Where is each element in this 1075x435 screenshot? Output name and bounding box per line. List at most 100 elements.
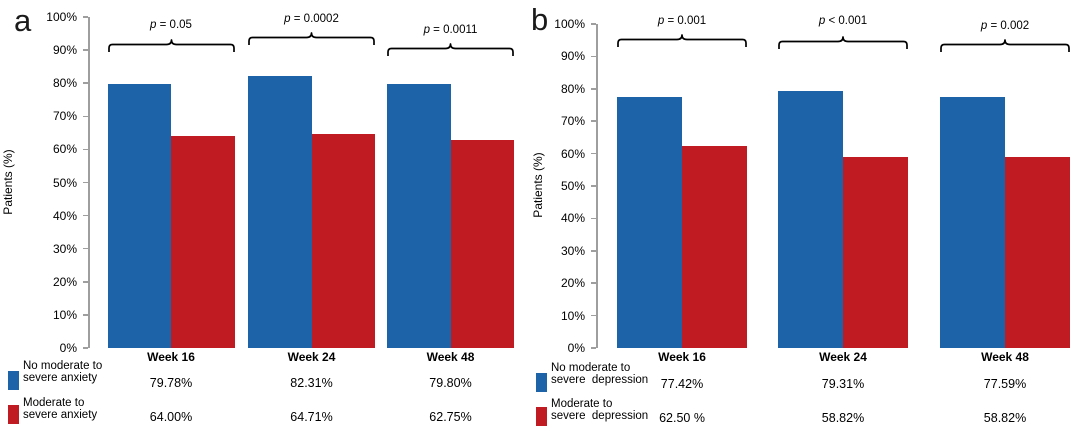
y-tick-mark — [83, 49, 88, 51]
y-tick-label: 10% — [560, 308, 585, 323]
y-tick-mark — [591, 88, 596, 90]
p-value-label: p = 0.05 — [150, 19, 192, 31]
y-tick-mark — [83, 82, 88, 84]
y-tick-mark — [83, 148, 88, 151]
y-tick-label: 100% — [554, 17, 585, 31]
y-tick-mark — [591, 152, 596, 155]
value-label-blue-week-16: 77.42% — [660, 377, 704, 391]
bar-red-week-16 — [682, 145, 747, 348]
y-axis-title: Patients (%) — [1, 148, 15, 215]
legend-swatch-blue — [536, 373, 547, 392]
y-tick-label: 80% — [560, 81, 585, 96]
y-tick-mark — [591, 185, 596, 187]
y-tick-label: 90% — [560, 49, 585, 64]
y-tick-mark — [591, 55, 596, 58]
y-tick-mark — [591, 120, 596, 122]
y-tick-label: 10% — [52, 307, 77, 322]
category-label-week-24: Week 24 — [819, 350, 867, 364]
y-tick-label: 50% — [560, 179, 585, 193]
y-tick-mark — [83, 16, 88, 18]
y-tick-label: 0% — [59, 341, 77, 355]
y-axis-line — [596, 24, 598, 348]
legend-label-line: severe depression — [551, 374, 649, 386]
y-tick-mark — [591, 250, 596, 252]
bar-blue-week-48 — [940, 96, 1005, 348]
y-tick-label: 100% — [46, 10, 77, 24]
p-value-label: p = 0.0002 — [284, 13, 339, 25]
bar-red-week-24 — [843, 157, 908, 348]
value-label-blue-week-16: 79.78% — [149, 376, 193, 390]
value-label-red-week-16: 62.50 % — [659, 411, 705, 425]
y-tick-label: 40% — [52, 208, 77, 223]
y-tick-mark — [591, 23, 596, 25]
y-tick-label: 50% — [52, 175, 77, 190]
legend-label-line: severe anxiety — [23, 409, 98, 421]
y-tick-mark — [591, 347, 596, 349]
significance-bracket — [778, 36, 908, 50]
value-label-red-week-24: 64.71% — [290, 410, 333, 424]
value-label-red-week-16: 64.00% — [149, 410, 193, 424]
significance-bracket — [387, 43, 514, 57]
y-tick-mark — [591, 282, 596, 284]
y-tick-label: 60% — [560, 146, 585, 161]
y-tick-mark — [83, 347, 88, 349]
value-label-red-week-24: 58.82% — [821, 411, 865, 425]
bar-blue-week-48 — [387, 83, 451, 348]
category-label-week-16: Week 16 — [147, 350, 195, 364]
p-value-label: p = 0.001 — [657, 15, 707, 27]
value-label-blue-week-48: 77.59% — [983, 377, 1027, 391]
bar-blue-week-24 — [778, 91, 843, 348]
y-tick-label: 80% — [52, 76, 77, 91]
category-label-week-24: Week 24 — [287, 350, 336, 364]
category-label-week-16: Week 16 — [658, 350, 706, 364]
y-tick-mark — [83, 247, 88, 250]
bar-red-week-24 — [311, 133, 375, 348]
y-tick-label: 20% — [560, 276, 585, 291]
y-tick-label: 60% — [52, 142, 77, 157]
category-label-week-48: Week 48 — [426, 350, 475, 364]
legend-label-line: No moderate to — [551, 362, 631, 374]
category-label-week-48: Week 48 — [981, 350, 1029, 364]
bar-blue-week-16 — [617, 97, 682, 348]
y-tick-label: 90% — [52, 43, 77, 58]
bar-blue-week-24 — [248, 75, 312, 348]
panel-label-b: b — [531, 2, 549, 37]
bar-red-week-48 — [1005, 157, 1070, 348]
significance-bracket — [617, 34, 747, 48]
y-tick-mark — [83, 281, 88, 283]
significance-bracket — [940, 39, 1070, 53]
y-tick-mark — [83, 214, 88, 217]
value-label-red-week-48: 58.82% — [983, 411, 1027, 425]
bar-blue-week-16 — [107, 83, 171, 348]
legend-swatch-blue — [8, 371, 19, 390]
legend-label-line: severe depression — [551, 410, 649, 422]
legend-label-line: Moderate to — [551, 398, 613, 410]
value-label-blue-week-24: 82.31% — [290, 376, 333, 390]
significance-bracket — [248, 32, 375, 46]
y-tick-label: 70% — [52, 109, 77, 124]
y-tick-mark — [591, 314, 596, 317]
y-tick-label: 0% — [567, 341, 585, 355]
y-tick-label: 30% — [560, 243, 585, 258]
bar-red-week-48 — [450, 140, 514, 348]
y-tick-mark — [83, 314, 88, 316]
value-label-blue-week-24: 79.31% — [821, 377, 865, 391]
y-tick-label: 20% — [52, 274, 77, 289]
y-tick-mark — [83, 181, 88, 184]
p-value-label: p = 0.0011 — [423, 24, 478, 36]
bar-red-week-16 — [171, 136, 235, 348]
significance-bracket — [107, 39, 235, 53]
value-label-red-week-48: 62.75% — [429, 410, 472, 424]
y-tick-label: 30% — [52, 241, 77, 256]
y-tick-mark — [83, 115, 88, 118]
p-value-label: p = 0.002 — [980, 20, 1030, 32]
y-tick-label: 40% — [560, 211, 585, 226]
value-label-blue-week-48: 79.80% — [429, 376, 472, 390]
legend-swatch-red — [8, 405, 19, 424]
y-tick-mark — [591, 217, 596, 220]
legend-label-line: No moderate to — [23, 360, 103, 372]
y-tick-label: 70% — [560, 114, 585, 129]
legend-label-line: Moderate to — [23, 397, 85, 409]
legend-label-line: severe anxiety — [23, 372, 98, 384]
